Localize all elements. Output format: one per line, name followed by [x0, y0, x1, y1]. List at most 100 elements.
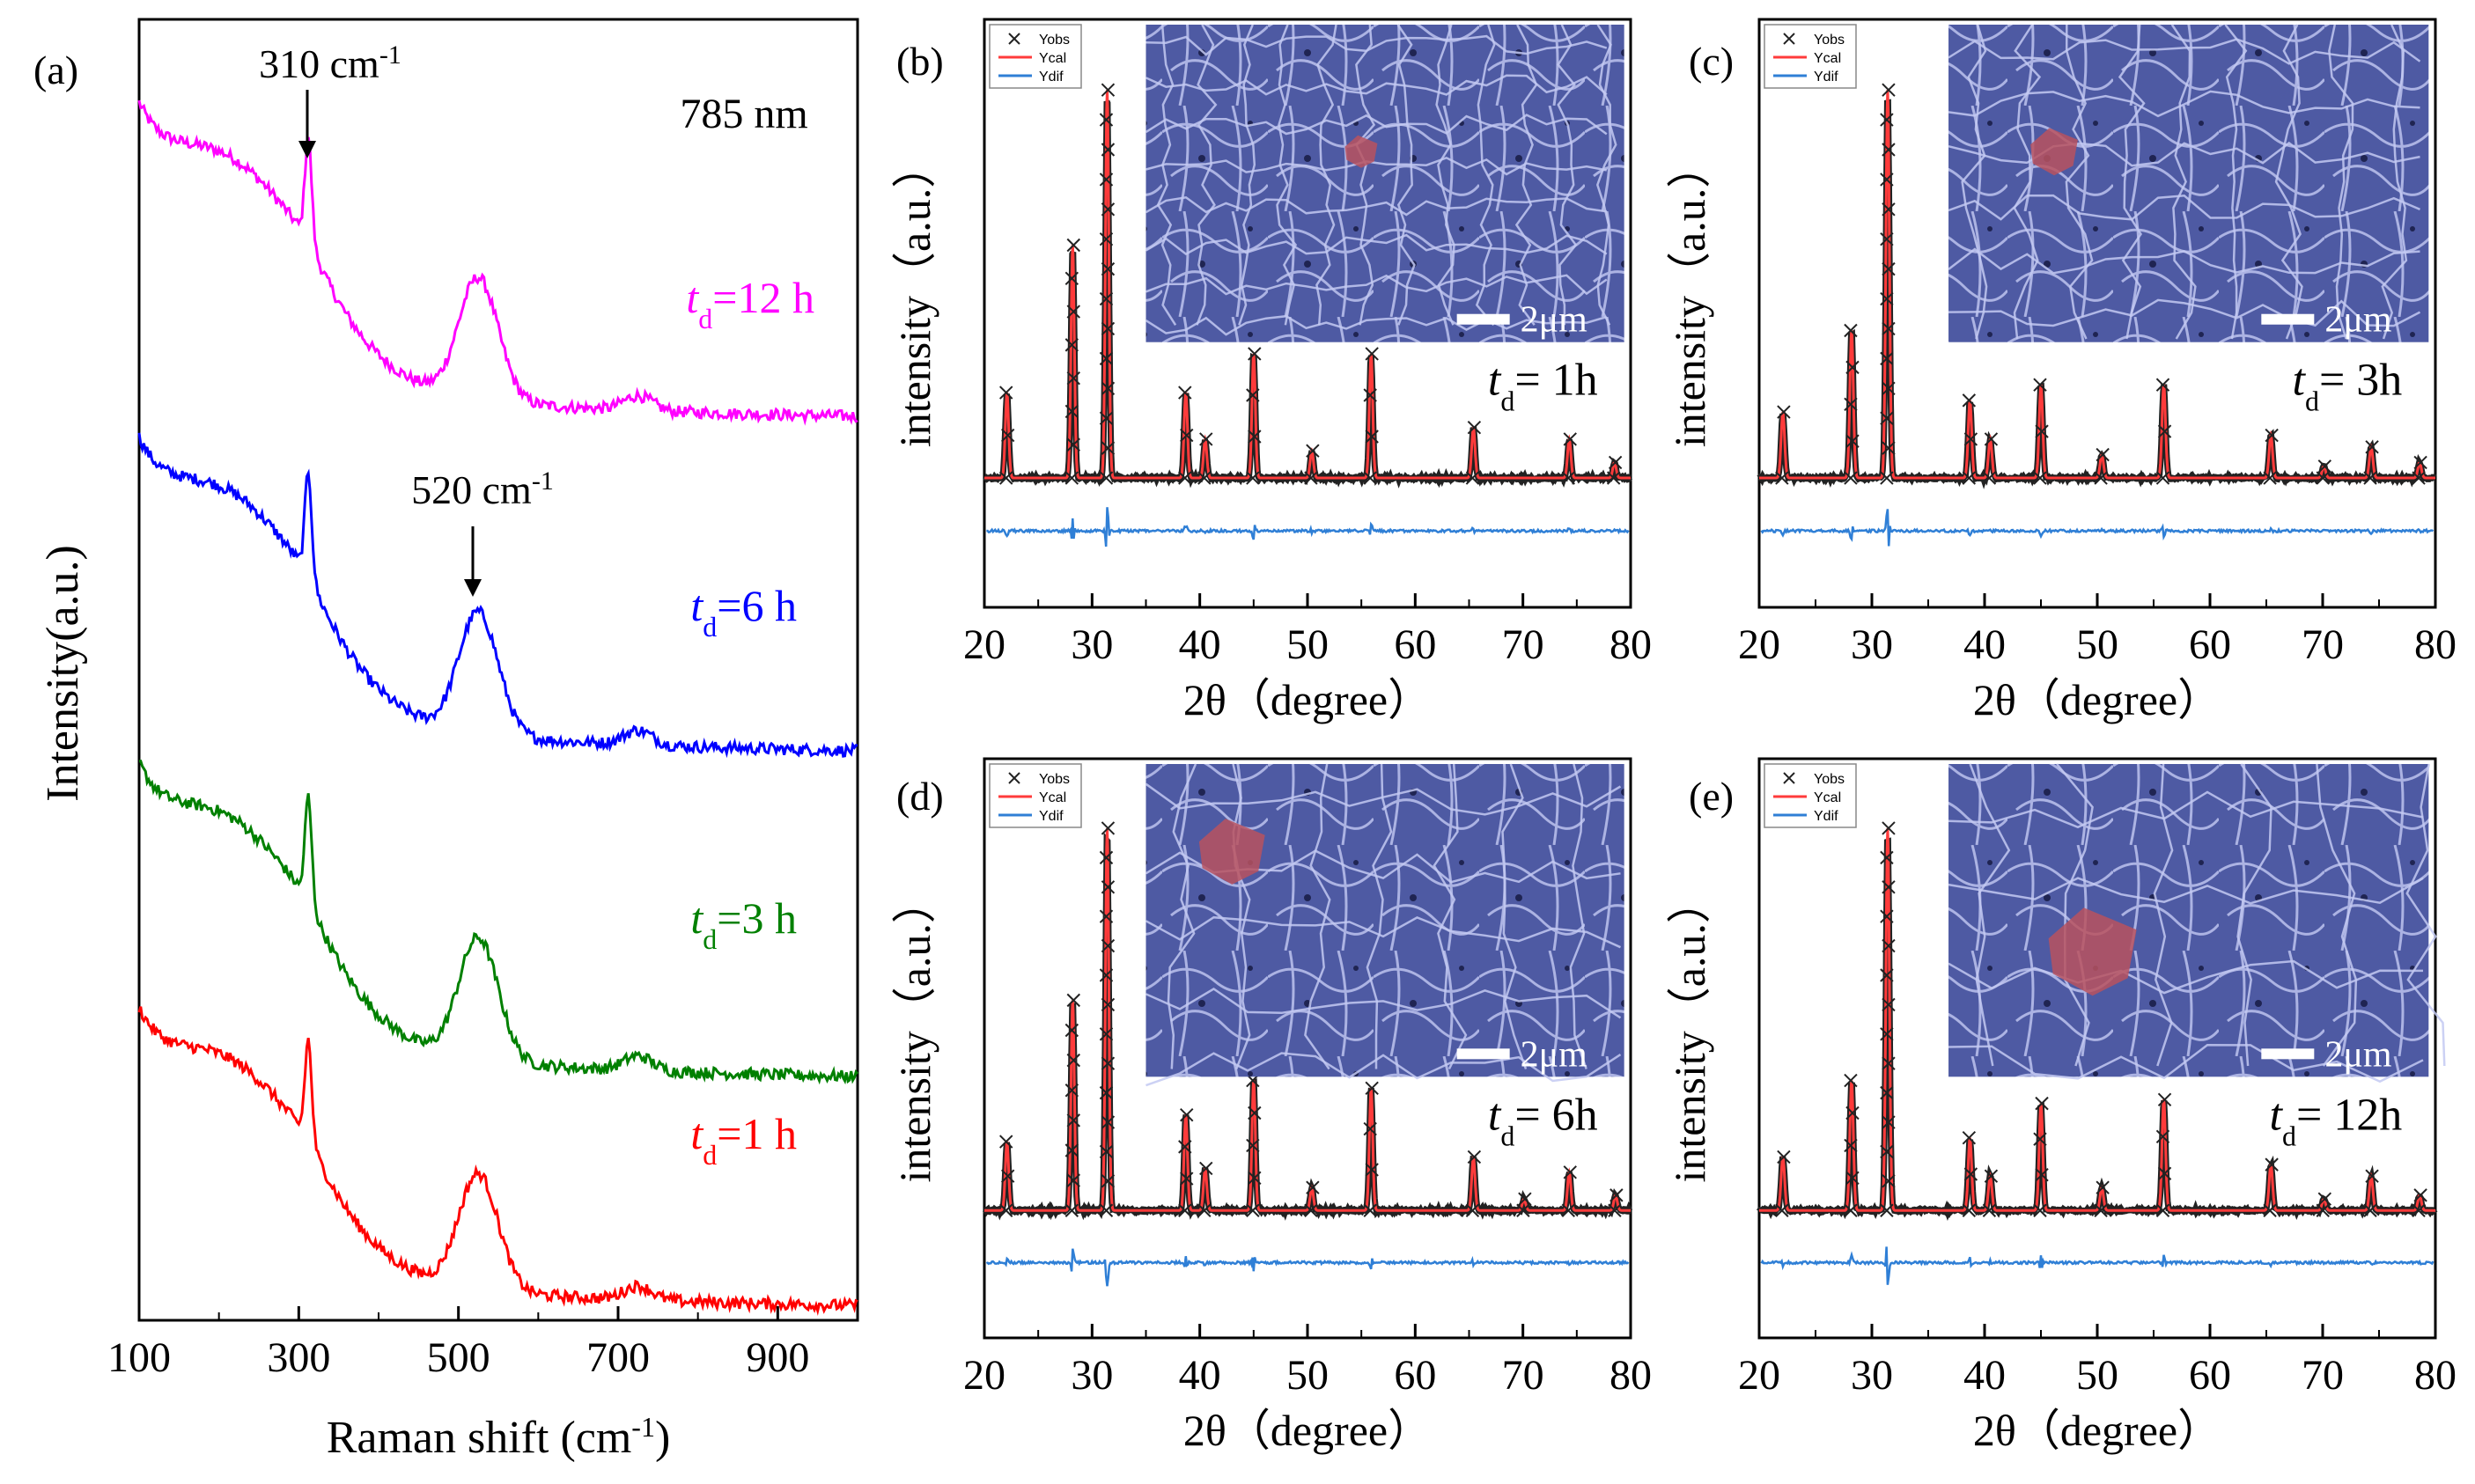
- xrd-observed-point: [1064, 1023, 1079, 1038]
- xrd-observed-point: [1962, 1131, 1977, 1145]
- sem-grain-boundary: [2118, 24, 2146, 340]
- xrd-observed-point: [1882, 143, 1896, 157]
- xrd-difference-line: [1760, 1246, 2434, 1285]
- xrd-observed-point: [1365, 1081, 1379, 1095]
- xrd-observed-point: [1882, 381, 1896, 396]
- xrd-panel-e: (e) 20 30 40 50 60 70 80 2θ（degree） intensity（a.u…: [1665, 757, 2457, 1455]
- xrd-observed-point: [2157, 1166, 2172, 1180]
- raman-series-label: td=12 h: [686, 273, 814, 334]
- xrd-observed-point: [1066, 437, 1080, 452]
- xrd-x-tick-label: 50: [2076, 621, 2118, 668]
- xrd-observed-point: [1845, 360, 1860, 375]
- raman-x-tick-label: 900: [746, 1334, 809, 1381]
- xrd-x-axis-label: 2θ（degree）: [1183, 675, 1432, 724]
- sem-grain-boundary: [1315, 24, 1337, 326]
- xrd-observed-point: [2155, 1203, 2170, 1217]
- xrd-observed-point: [999, 1135, 1013, 1149]
- sem-grain-boundary: [1145, 233, 1608, 256]
- xrd-observed-point: [1880, 232, 1894, 246]
- xrd-observed-point: [1066, 1113, 1080, 1128]
- xrd-observed-point: [2033, 1132, 2047, 1146]
- xrd-observed-point: [2157, 424, 2172, 438]
- sem-grain-boundary: [1557, 24, 1578, 326]
- xrd-x-tick-label: 60: [1394, 1352, 1436, 1399]
- xrd-observed-point: [1178, 1203, 1192, 1217]
- xrd-observed-point: [1606, 471, 1621, 485]
- xrd-observed-point: [1064, 338, 1079, 352]
- sem-grain-boundary: [2065, 24, 2094, 340]
- xrd-observed-point: [1248, 430, 1262, 444]
- raman-x-tick-label: 300: [267, 1334, 330, 1381]
- sem-grain-boundary: [1145, 915, 1622, 949]
- xrd-panels: (b) 20 30 40 50 60 70 80 2θ（degree） intensity（a.u…: [890, 18, 2457, 1455]
- xrd-observed-point: [1880, 968, 1894, 982]
- sem-scale-bar: [2261, 313, 2315, 325]
- raman-x-tick-label: 100: [107, 1334, 171, 1381]
- xrd-legend-label: Yobs: [1039, 33, 1070, 48]
- xrd-observed-point: [1101, 938, 1116, 953]
- xrd-observed-point: [1180, 1172, 1194, 1186]
- xrd-observed-point: [1845, 1106, 1860, 1120]
- xrd-observed-point: [1844, 1203, 1858, 1217]
- xrd-difference-line: [985, 1248, 1630, 1287]
- xrd-observed-point: [1608, 1203, 1622, 1217]
- xrd-td-label: td= 3h: [2293, 356, 2403, 417]
- sem-grain-boundary: [1501, 763, 1528, 1069]
- sem-grain-boundary: [1145, 1052, 1622, 1087]
- raman-series-label: td=1 h: [690, 1109, 797, 1171]
- panel-a-label: (a): [33, 48, 78, 92]
- sem-image: [1145, 764, 1624, 1077]
- xrd-observed-point: [1101, 1056, 1116, 1070]
- xrd-observed-point: [2413, 455, 2427, 470]
- xrd-x-tick-label: 30: [1851, 621, 1893, 668]
- sem-grain-boundary: [1304, 763, 1331, 1070]
- xrd-observed-point: [1099, 291, 1114, 306]
- xrd-observed-point: [1101, 83, 1116, 97]
- sem-grain-boundary: [1145, 988, 1622, 1019]
- sem-grain-boundary: [1948, 877, 2424, 905]
- sem-grain-boundary: [1435, 24, 1455, 326]
- sem-scale-bar: [1456, 1048, 1510, 1060]
- xrd-observed-point: [1000, 1169, 1015, 1183]
- xrd-observed-point: [2035, 1096, 2049, 1111]
- sem-grain-boundary: [1948, 298, 2421, 327]
- xrd-panel-label: (d): [896, 774, 944, 819]
- xrd-observed-point: [999, 471, 1013, 485]
- xrd-legend-label: Yobs: [1039, 772, 1070, 787]
- xrd-observed-point: [1363, 1203, 1377, 1217]
- xrd-observed-point: [1066, 1053, 1080, 1068]
- raman-x-axis-label: Raman shift (cm-1): [327, 1411, 671, 1463]
- xrd-observed-point: [2365, 440, 2379, 454]
- xrd-observed-point: [1777, 405, 1791, 419]
- xrd-observed-point: [1882, 441, 1896, 455]
- xrd-legend: Yobs Ycal Ydif: [1764, 763, 1857, 828]
- sem-grain-boundary: [2153, 763, 2174, 1067]
- annotation-310: 310 cm-1: [259, 40, 401, 158]
- xrd-observed-point: [1000, 428, 1015, 443]
- xrd-observed-point: [1246, 1203, 1260, 1217]
- xrd-observed-point: [1180, 428, 1194, 443]
- xrd-observed-point: [2265, 428, 2279, 443]
- xrd-observed-point: [2263, 1203, 2277, 1217]
- xrd-observed-point: [1880, 850, 1894, 865]
- sem-grain-boundary: [2224, 24, 2248, 340]
- sem-grain-boundary: [2170, 24, 2197, 340]
- xrd-observed-point: [1880, 113, 1894, 127]
- xrd-x-tick-label: 40: [1179, 1352, 1221, 1399]
- xrd-observed-point: [2365, 1169, 2379, 1183]
- xrd-panel-b: (b) 20 30 40 50 60 70 80 2θ（degree） intensity（a.u…: [890, 18, 1652, 724]
- raman-series-line: [137, 432, 858, 759]
- xrd-observed-point: [1197, 1203, 1212, 1217]
- xrd-observed-point: [1099, 1144, 1114, 1159]
- sem-grain-boundary: [2405, 763, 2446, 1067]
- sem-grain-boundary: [1948, 194, 2420, 221]
- xrd-observed-point: [1365, 347, 1379, 361]
- xrd-observed-point: [1880, 351, 1894, 366]
- xrd-legend-label: Ydif: [1814, 809, 1838, 824]
- xrd-observed-point: [1099, 411, 1114, 425]
- xrd-td-label: td= 1h: [1488, 356, 1598, 417]
- xrd-observed-point: [1248, 347, 1262, 361]
- xrd-legend: Yobs Ycal Ydif: [1764, 24, 1857, 89]
- xrd-observed-point: [1199, 432, 1213, 446]
- xrd-observed-point: [1880, 471, 1894, 485]
